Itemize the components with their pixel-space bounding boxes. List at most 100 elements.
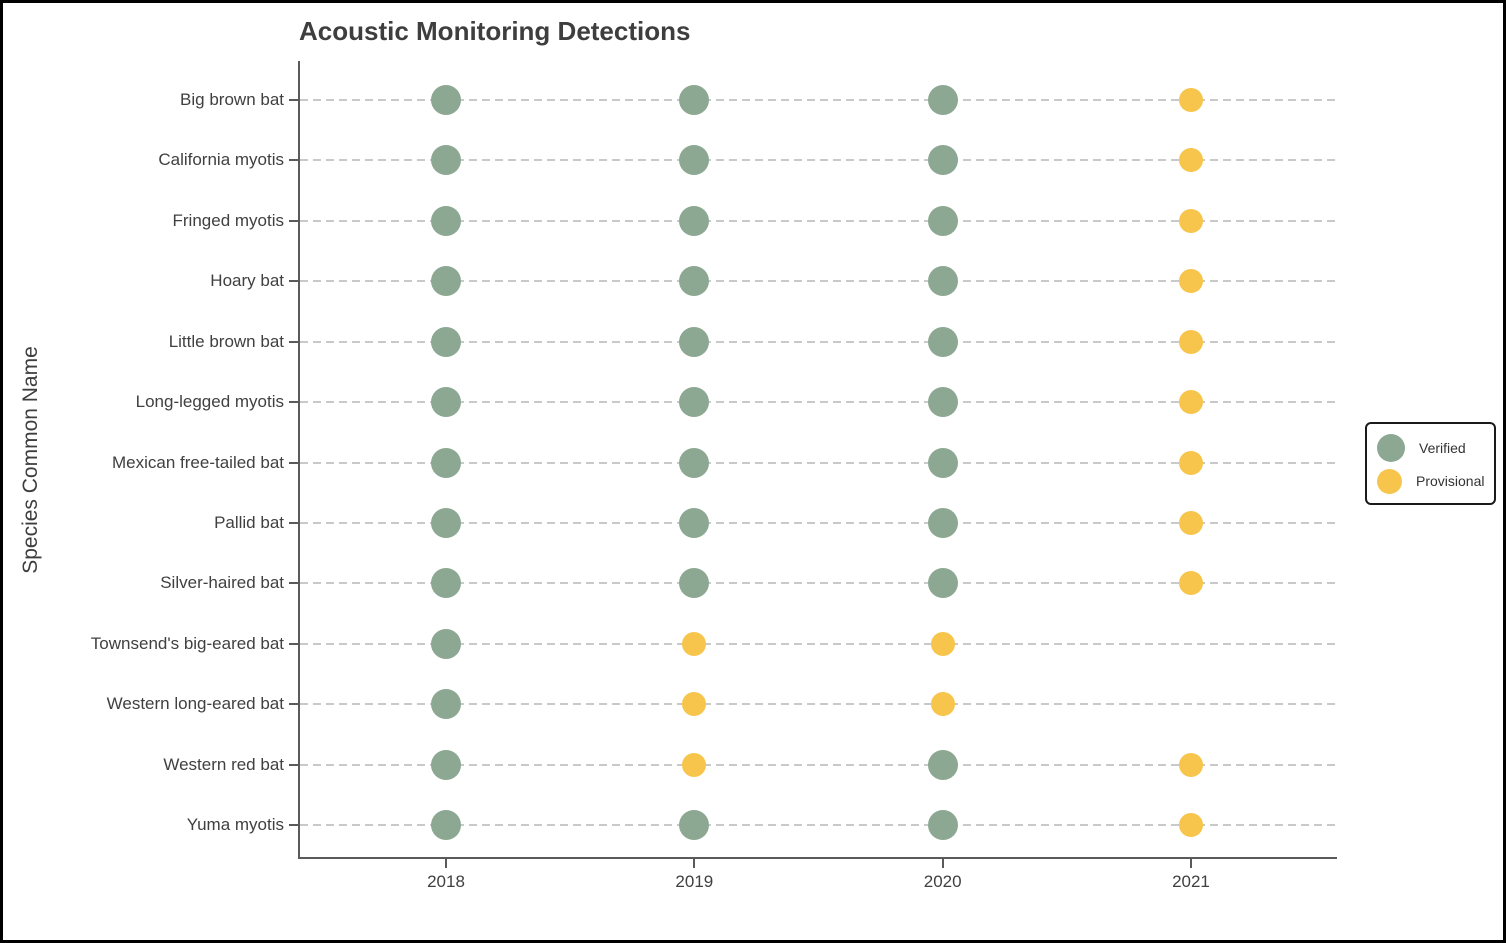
detection-dot [431, 326, 461, 357]
year-label: 2020 [923, 872, 962, 891]
year-label: 2018 [427, 872, 465, 891]
gridline [300, 401, 1337, 404]
detection-dot [431, 387, 461, 418]
y-axis-tick [289, 521, 298, 524]
detection-dot [679, 810, 710, 841]
species-label: Pallid bat [214, 512, 284, 532]
detection-dot [930, 631, 955, 656]
detection-dot [1178, 450, 1203, 475]
y-axis-tick [289, 642, 298, 645]
legend-entry-provisional: Provisional [1377, 468, 1494, 494]
y-axis-tick [289, 401, 298, 404]
detection-dot [927, 749, 958, 780]
detection-dot [679, 447, 710, 478]
year-label: 2021 [1172, 872, 1210, 891]
species-label: Little brown bat [168, 331, 284, 351]
y-axis-tick [289, 824, 298, 827]
gridline [300, 703, 1337, 706]
gridline [300, 99, 1337, 101]
detection-dot [927, 145, 958, 176]
year-label: 2019 [675, 872, 714, 891]
legend: Verified Provisional [1365, 422, 1496, 505]
detection-dot [679, 145, 710, 176]
species-label: Western long-eared bat [106, 694, 284, 714]
detection-dot [431, 628, 461, 659]
detection-dot [1178, 88, 1203, 112]
species-label: Long-legged myotis [135, 392, 284, 412]
species-label: Yuma myotis [186, 815, 284, 835]
detection-dot [679, 85, 710, 115]
gridline [300, 824, 1337, 827]
gridline [300, 521, 1337, 524]
y-axis-tick [289, 280, 298, 283]
detection-dot [682, 692, 707, 717]
gridline [300, 582, 1337, 585]
detection-dot [1178, 813, 1203, 838]
species-label: Fringed myotis [172, 210, 284, 230]
detection-dot [1178, 329, 1203, 354]
detection-dot [431, 85, 461, 115]
gridline [300, 642, 1337, 645]
detection-dot [930, 692, 955, 717]
legend-label-verified: Verified [1419, 439, 1466, 456]
detection-dot [431, 568, 461, 599]
x-axis-tick [693, 859, 696, 868]
chart-title: Acoustic Monitoring Detections [299, 16, 691, 46]
detection-dot [927, 387, 958, 418]
x-axis-tick [941, 859, 944, 868]
plot-area [298, 61, 1337, 859]
detection-dot [679, 205, 710, 236]
detection-dot [431, 507, 461, 538]
detection-dot [927, 266, 958, 297]
species-label: California myotis [158, 150, 284, 170]
detection-dot [1178, 571, 1203, 596]
provisional-dot-icon [1377, 468, 1402, 494]
species-label: Mexican free-tailed bat [112, 452, 284, 472]
detection-dot [679, 326, 710, 357]
gridline [300, 461, 1337, 464]
y-axis-tick [289, 582, 298, 585]
y-axis-tick [289, 99, 298, 101]
detection-dot [431, 810, 461, 841]
gridline [300, 763, 1337, 766]
detection-dot [431, 145, 461, 176]
y-axis-tick [289, 219, 298, 222]
detection-dot [927, 205, 958, 236]
detection-dot [679, 387, 710, 418]
y-axis-tick [289, 159, 298, 162]
gridline [300, 340, 1337, 343]
species-label: Silver-haired bat [160, 573, 284, 593]
detection-dot [679, 507, 710, 538]
detection-dot [1178, 752, 1203, 777]
detection-dot [431, 749, 461, 780]
detection-dot [682, 631, 707, 656]
verified-dot-icon [1377, 433, 1405, 462]
gridline [300, 219, 1337, 222]
species-label: Western red bat [163, 754, 284, 774]
y-axis-tick [289, 461, 298, 464]
detection-dot [927, 810, 958, 841]
detection-dot [927, 568, 958, 599]
legend-label-provisional: Provisional [1416, 473, 1485, 489]
species-label: Hoary bat [210, 271, 284, 291]
detection-dot [927, 326, 958, 357]
gridline [300, 280, 1337, 283]
detection-dot [679, 266, 710, 297]
detection-dot [927, 85, 958, 115]
detection-dot [682, 752, 707, 777]
species-label: Big brown bat [180, 90, 284, 109]
detection-dot [1178, 148, 1203, 173]
detection-dot [431, 447, 461, 478]
detection-dot [679, 568, 710, 599]
detection-dot [431, 266, 461, 297]
detection-dot [431, 689, 461, 720]
detection-dot [1178, 208, 1203, 233]
y-axis-tick [289, 703, 298, 706]
y-axis-tick [289, 340, 298, 343]
detection-dot [927, 447, 958, 478]
y-axis-tick [289, 763, 298, 766]
detection-dot [431, 205, 461, 236]
detection-dot [1178, 390, 1203, 415]
detection-dot [1178, 510, 1203, 535]
